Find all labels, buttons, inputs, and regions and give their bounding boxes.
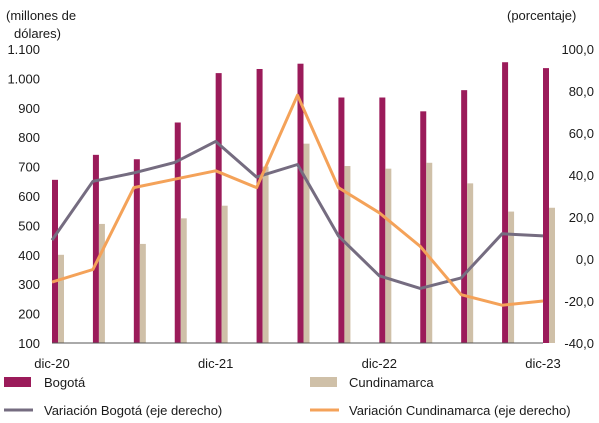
x-tick-label: dic-23 bbox=[525, 356, 560, 371]
bar-cundinamarca bbox=[385, 168, 392, 343]
bar-bogota bbox=[379, 97, 386, 343]
x-tick-label: dic-22 bbox=[362, 356, 397, 371]
lines-layer bbox=[50, 93, 544, 307]
bar-cundinamarca bbox=[508, 211, 515, 343]
right-axis-title: (porcentaje) bbox=[507, 8, 576, 23]
right-tick-label: 0,0 bbox=[576, 252, 594, 267]
left-tick-label: 900 bbox=[18, 101, 40, 116]
bar-cundinamarca bbox=[262, 166, 269, 343]
legend-label-cundinamarca: Cundinamarca bbox=[349, 375, 434, 390]
left-axis-title-line-2: dólares) bbox=[14, 26, 61, 41]
bar-cundinamarca bbox=[221, 205, 228, 343]
bar-bogota bbox=[256, 68, 263, 343]
right-tick-label: -20,0 bbox=[564, 294, 594, 309]
legend-label-bogota: Bogotá bbox=[44, 375, 86, 390]
left-tick-label: 100 bbox=[18, 336, 40, 351]
line-variacion-bogota bbox=[50, 139, 544, 290]
left-tick-label: 500 bbox=[18, 218, 40, 233]
bar-cundinamarca bbox=[98, 223, 105, 343]
left-tick-label: 1.100 bbox=[7, 42, 40, 57]
bar-bogota bbox=[502, 62, 509, 343]
legend-label-variacion-bogota: Variación Bogotá (eje derecho) bbox=[44, 403, 222, 418]
left-tick-label: 800 bbox=[18, 130, 40, 145]
right-tick-label: 80,0 bbox=[569, 84, 594, 99]
bar-bogota bbox=[52, 179, 58, 343]
bar-bogota bbox=[297, 63, 304, 343]
left-axis-title-line-1: (millones de bbox=[6, 8, 76, 23]
left-tick-label: 1.000 bbox=[7, 71, 40, 86]
line-variacion-cundinamarca bbox=[51, 93, 544, 307]
bar-cundinamarca bbox=[139, 243, 146, 343]
right-tick-label: 100,0 bbox=[561, 42, 594, 57]
bar-cundinamarca bbox=[344, 166, 351, 343]
bar-bogota bbox=[92, 154, 99, 343]
bar-cundinamarca bbox=[426, 162, 433, 343]
legend-swatch-bogota bbox=[4, 377, 31, 387]
right-tick-label: 60,0 bbox=[569, 126, 594, 141]
bar-bogota bbox=[338, 97, 345, 343]
right-tick-label: -40,0 bbox=[564, 336, 594, 351]
x-tick-label: dic-21 bbox=[198, 356, 233, 371]
legend-swatch-cundinamarca bbox=[310, 377, 337, 387]
bar-bogota bbox=[174, 122, 181, 343]
x-axis-ticks: dic-20 dic-21 dic-22 dic-23 bbox=[34, 356, 560, 371]
bars-layer bbox=[52, 62, 555, 344]
left-tick-label: 700 bbox=[18, 160, 40, 175]
bar-bogota bbox=[420, 111, 427, 343]
bar-bogota bbox=[215, 73, 222, 343]
left-tick-label: 400 bbox=[18, 248, 40, 263]
bar-cundinamarca bbox=[58, 254, 64, 343]
x-tick-label: dic-20 bbox=[34, 356, 69, 371]
bar-cundinamarca bbox=[549, 207, 555, 343]
right-axis-ticks: -40,0 -20,0 0,0 20,0 40,0 60,0 80,0 100,0 bbox=[561, 42, 594, 351]
right-tick-label: 20,0 bbox=[569, 210, 594, 225]
bar-cundinamarca bbox=[180, 218, 187, 343]
legend: Bogotá Cundinamarca Variación Bogotá (ej… bbox=[4, 375, 571, 418]
legend-label-variacion-cundinamarca: Variación Cundinamarca (eje derecho) bbox=[349, 403, 571, 418]
bar-cundinamarca bbox=[467, 183, 474, 343]
left-tick-label: 300 bbox=[18, 277, 40, 292]
bar-bogota bbox=[461, 90, 468, 343]
right-tick-label: 40,0 bbox=[569, 168, 594, 183]
bar-cundinamarca bbox=[303, 143, 310, 343]
bar-bogota bbox=[133, 159, 140, 343]
bar-bogota bbox=[543, 68, 549, 344]
left-axis-ticks: 100 200 300 400 500 600 700 800 900 1.000 1.100 bbox=[7, 42, 40, 351]
left-tick-label: 200 bbox=[18, 307, 40, 322]
left-tick-label: 600 bbox=[18, 189, 40, 204]
